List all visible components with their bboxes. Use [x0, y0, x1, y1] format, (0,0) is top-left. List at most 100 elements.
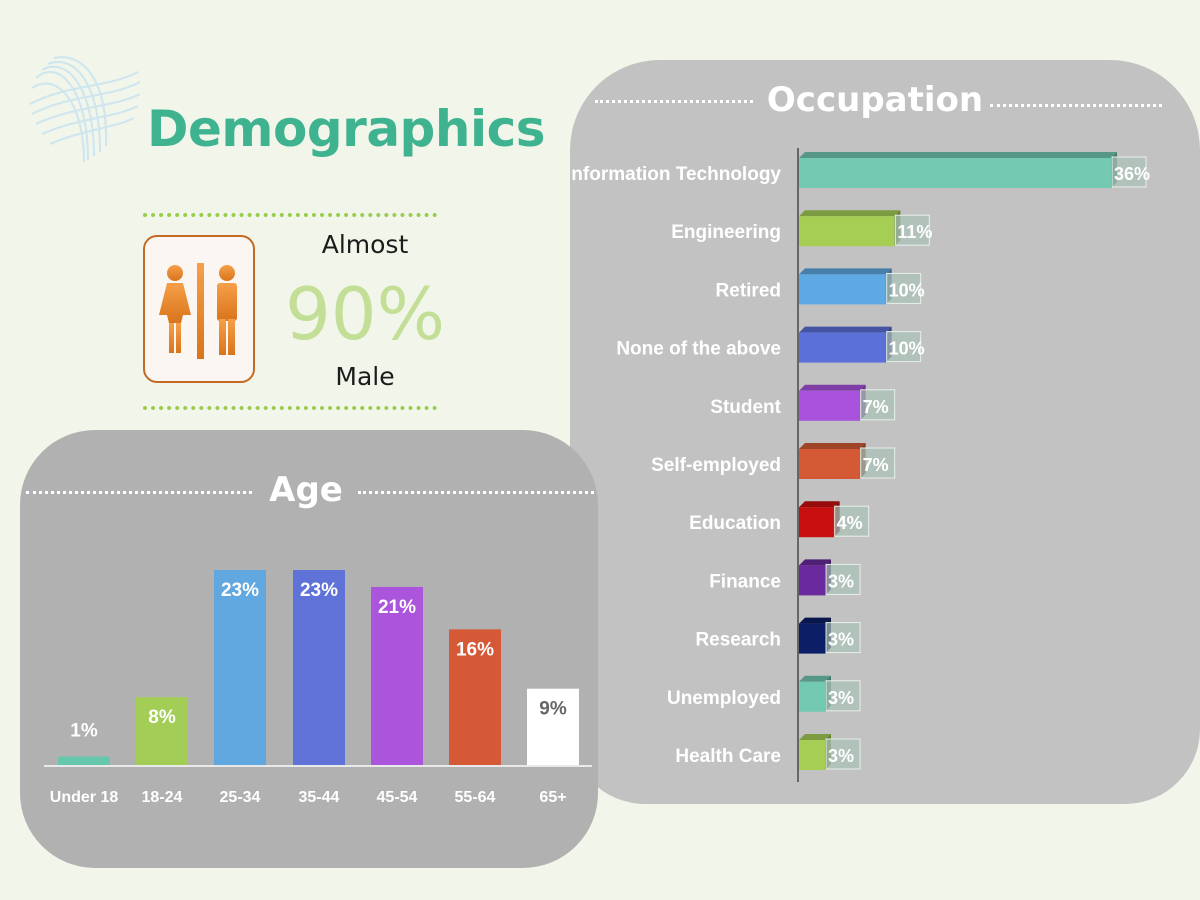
value-label: 11% — [897, 222, 932, 242]
age-chart: 1% Under 18 8% 18-24 23% 25-34 23% 35-44 21% 45-5… — [44, 570, 592, 806]
bar-top — [799, 268, 892, 275]
bar-group — [799, 443, 866, 479]
category-label: 25-34 — [220, 789, 261, 806]
value-label: 3% — [828, 688, 854, 708]
logo-icon — [29, 56, 141, 163]
value-label-box — [834, 505, 870, 537]
value-label-box — [886, 272, 922, 304]
category-label: Education — [689, 513, 781, 534]
value-label-box — [825, 680, 861, 712]
category-label: Information Technology — [570, 164, 781, 185]
divider-bottom — [143, 406, 437, 410]
category-label: 18-24 — [142, 789, 183, 806]
title-dots-right — [358, 491, 594, 494]
value-label: 9% — [539, 699, 567, 720]
category-label: Student — [710, 397, 781, 418]
bar-group — [799, 501, 840, 538]
bar — [799, 158, 1111, 188]
category-label: 35-44 — [299, 789, 340, 806]
occupation-panel: Occupation Information Technology 36% Engi… — [570, 60, 1200, 804]
category-label: Retired — [716, 280, 781, 301]
bar-group — [799, 384, 866, 421]
category-label: Unemployed — [667, 688, 781, 709]
bar-top — [799, 559, 831, 566]
value-label: 3% — [828, 630, 854, 650]
title-dots-left — [26, 491, 252, 494]
value-label: 36% — [1114, 164, 1150, 184]
value-label: 21% — [378, 597, 416, 618]
bar — [371, 586, 423, 765]
category-label: Finance — [709, 571, 781, 592]
bar — [799, 216, 895, 247]
bar — [58, 756, 110, 765]
value-label: 1% — [70, 721, 98, 742]
value-label-box — [894, 214, 930, 246]
bar-group — [799, 152, 1117, 188]
value-label-box — [825, 738, 861, 770]
value-label: 8% — [148, 707, 176, 728]
value-label: 3% — [828, 571, 854, 591]
bar — [527, 688, 579, 765]
age-panel: Age 1% Under 18 8% 18-24 23% 25-34 23% 35-44 21%… — [20, 430, 598, 868]
bar-top — [799, 734, 831, 740]
category-label: Self-employed — [651, 455, 781, 476]
gender-value: 90% — [285, 272, 446, 356]
bar-group — [799, 210, 901, 247]
gender-lead: Almost — [321, 230, 409, 259]
category-label: 45-54 — [377, 789, 418, 806]
bar-top — [799, 210, 901, 217]
bar — [799, 332, 886, 363]
value-label: 10% — [889, 280, 925, 300]
category-label: Health Care — [675, 746, 781, 767]
bar — [214, 570, 266, 765]
bar — [799, 740, 825, 770]
value-label-box — [825, 563, 861, 595]
value-label-box — [860, 447, 896, 479]
title-dots-right — [990, 104, 1162, 107]
bar-group — [799, 734, 831, 770]
bar — [799, 623, 825, 654]
bar — [799, 565, 825, 596]
bar — [449, 629, 501, 765]
restroom-icon — [143, 235, 255, 383]
bar — [799, 449, 860, 479]
category-label: Under 18 — [50, 789, 119, 806]
bar-top — [799, 443, 866, 449]
bar — [799, 274, 886, 305]
bar-group — [799, 326, 892, 363]
bar-top — [799, 152, 1117, 158]
bar-top — [799, 617, 831, 624]
category-label: Engineering — [671, 222, 781, 243]
category-label: 65+ — [539, 789, 566, 806]
occupation-chart: Information Technology 36% Engineering 11% R… — [570, 148, 1150, 782]
title-dots-left — [595, 100, 753, 103]
value-label: 10% — [889, 339, 925, 359]
page-title: Demographics — [147, 100, 545, 158]
value-label-box — [860, 389, 896, 421]
value-label: 23% — [221, 580, 259, 601]
value-label: 16% — [456, 639, 494, 660]
value-label: 4% — [837, 513, 863, 533]
bar-group — [799, 268, 892, 305]
value-label-box — [825, 622, 861, 654]
age-title: Age — [269, 470, 343, 510]
value-label: 23% — [300, 580, 338, 601]
value-label-box — [886, 331, 922, 363]
bar — [799, 507, 834, 538]
value-label: 7% — [863, 397, 889, 417]
bar-top — [799, 384, 866, 391]
category-label: 55-64 — [455, 789, 496, 806]
occupation-title: Occupation — [766, 80, 984, 120]
bar — [799, 681, 825, 712]
value-label: 3% — [828, 746, 854, 766]
bar — [293, 570, 345, 765]
gender-label: Male — [335, 362, 395, 391]
value-label: 7% — [863, 455, 889, 475]
bar — [136, 697, 188, 765]
bar-top — [799, 501, 840, 508]
bar-top — [799, 326, 892, 333]
category-label: Research — [695, 630, 781, 651]
value-label-box — [1111, 156, 1147, 188]
bar-top — [799, 675, 831, 682]
bar — [799, 390, 860, 421]
